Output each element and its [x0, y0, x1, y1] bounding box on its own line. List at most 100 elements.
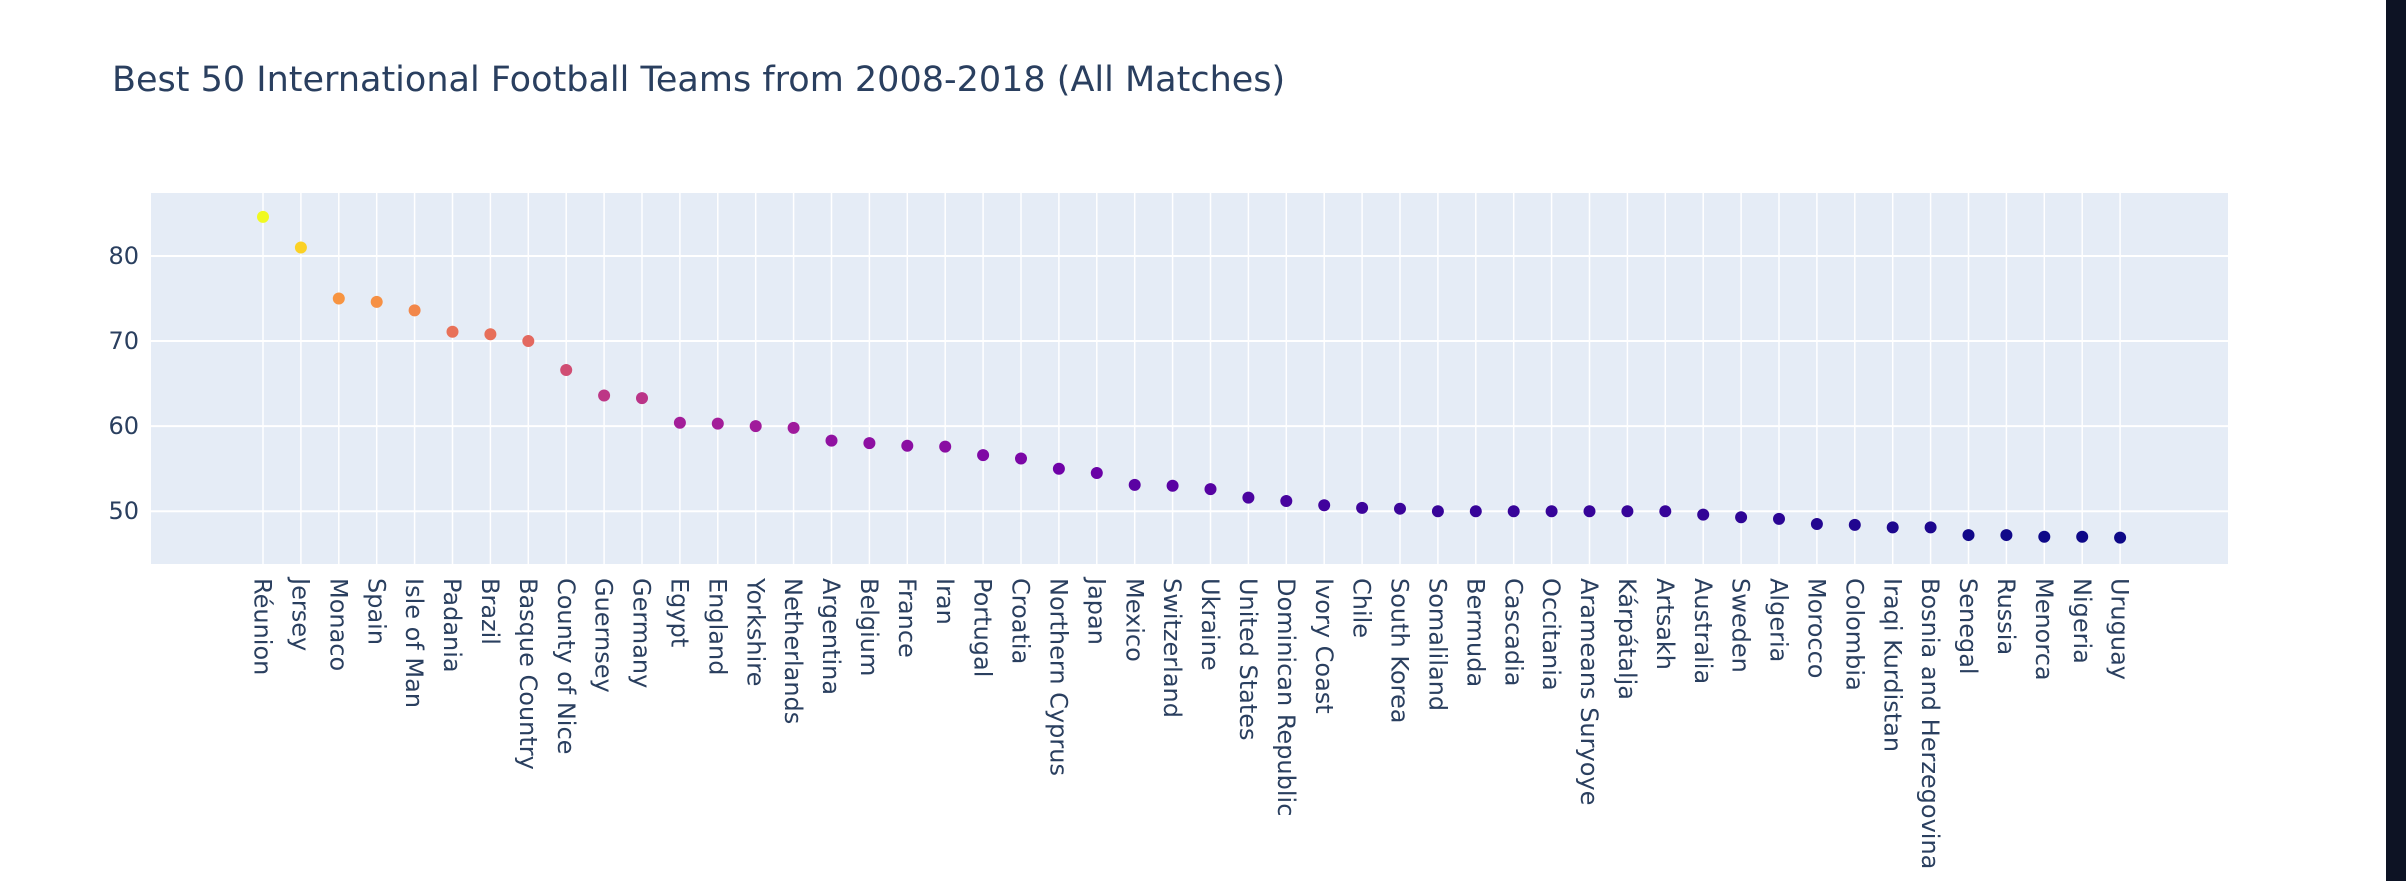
data-point[interactable]: [446, 325, 459, 338]
data-point[interactable]: [711, 417, 724, 430]
data-point[interactable]: [257, 210, 269, 223]
data-point[interactable]: [863, 437, 876, 450]
x-tick-label: Russia: [1992, 578, 2020, 655]
x-tick-label: Morocco: [1803, 578, 1831, 679]
x-tick-label: Basque Country: [514, 578, 542, 770]
x-tick-label: Arameans Suryoye: [1575, 578, 1603, 805]
x-tick-label: Padania: [438, 578, 466, 673]
x-tick-label: Cascadia: [1499, 578, 1527, 686]
x-tick-label: Réunion: [249, 578, 277, 675]
x-tick-label: Croatia: [1007, 578, 1035, 664]
x-tick-label: Egypt: [666, 578, 694, 647]
x-tick-label: Kárpátalja: [1613, 578, 1641, 700]
data-point[interactable]: [1697, 508, 1710, 521]
data-point[interactable]: [2114, 531, 2127, 544]
data-point[interactable]: [1735, 511, 1748, 524]
data-point[interactable]: [1318, 499, 1331, 512]
data-point[interactable]: [787, 421, 800, 434]
data-point[interactable]: [1773, 512, 1785, 525]
data-point[interactable]: [2076, 530, 2089, 543]
x-tick-label: Iran: [931, 578, 959, 625]
x-tick-label: Senegal: [1954, 578, 1982, 675]
y-tick-label: 80: [108, 242, 139, 270]
data-point[interactable]: [1962, 529, 1975, 542]
y-tick-label: 60: [108, 412, 139, 440]
data-point[interactable]: [1469, 505, 1482, 518]
data-point[interactable]: [408, 304, 421, 317]
y-tick-label: 50: [108, 497, 139, 525]
x-tick-label: Ukraine: [1196, 578, 1224, 671]
x-axis: Réunion Jersey Monaco Spain Isle of Man Padan…: [249, 576, 2134, 869]
data-point[interactable]: [332, 292, 345, 305]
data-point[interactable]: [1886, 521, 1899, 534]
x-tick-label: Belgium: [855, 578, 883, 676]
x-tick-label: County of Nice: [552, 578, 580, 754]
data-point[interactable]: [636, 392, 648, 405]
data-point[interactable]: [749, 420, 762, 433]
data-point[interactable]: [977, 449, 990, 462]
data-point[interactable]: [598, 389, 611, 402]
x-tick-label: Occitania: [1537, 578, 1565, 691]
data-point[interactable]: [1507, 505, 1520, 518]
x-tick-label: Iraqi Kurdistan: [1878, 578, 1906, 752]
data-point[interactable]: [1128, 478, 1141, 491]
data-point[interactable]: [1015, 452, 1027, 465]
x-tick-label: England: [703, 578, 731, 675]
x-tick-label: Bermuda: [1461, 578, 1489, 687]
chart-title: Best 50 International Football Teams fro…: [112, 60, 1286, 100]
data-point[interactable]: [1242, 491, 1255, 504]
data-point[interactable]: [1545, 505, 1558, 518]
data-point[interactable]: [1090, 466, 1103, 479]
data-point[interactable]: [370, 295, 383, 308]
x-tick-label: Somaliland: [1424, 578, 1452, 711]
x-tick-label: Switzerland: [1158, 578, 1186, 718]
data-point[interactable]: [1583, 505, 1596, 518]
data-point[interactable]: [560, 363, 573, 376]
data-point[interactable]: [673, 416, 686, 429]
data-point[interactable]: [1621, 505, 1634, 518]
data-point[interactable]: [1431, 505, 1444, 518]
data-point[interactable]: [2000, 529, 2013, 542]
x-tick-label: Northern Cyprus: [1045, 578, 1073, 776]
x-tick-label: Monaco: [324, 578, 352, 671]
x-tick-label: Australia: [1689, 578, 1717, 684]
data-point[interactable]: [1356, 501, 1369, 514]
x-tick-label: United States: [1234, 578, 1262, 741]
x-tick-label: Yorkshire: [741, 577, 769, 686]
x-tick-label: Nigeria: [2068, 578, 2096, 664]
x-tick-label: Menorca: [2030, 578, 2058, 681]
data-point[interactable]: [1204, 483, 1217, 496]
data-point[interactable]: [1166, 479, 1179, 492]
x-tick-label: Colombia: [1840, 578, 1868, 691]
x-tick-label: Brazil: [476, 578, 504, 645]
x-tick-label: Uruguay: [2106, 578, 2134, 680]
data-point[interactable]: [2038, 530, 2051, 543]
x-tick-label: Argentina: [817, 578, 845, 695]
data-point[interactable]: [1394, 502, 1406, 515]
data-point[interactable]: [294, 241, 307, 254]
x-tick-label: France: [893, 578, 921, 658]
x-tick-label: Spain: [362, 578, 390, 645]
x-tick-label: Artsakh: [1651, 578, 1679, 670]
x-tick-label: Guernsey: [590, 578, 618, 693]
data-point[interactable]: [1810, 518, 1823, 531]
data-points: [257, 210, 2127, 544]
data-point[interactable]: [901, 439, 914, 452]
x-tick-label: Algeria: [1765, 578, 1793, 662]
x-tick-label: Bosnia and Herzegovina: [1916, 578, 1944, 869]
data-point[interactable]: [1848, 518, 1861, 531]
x-tick-label: Jersey: [286, 576, 314, 651]
data-point[interactable]: [939, 440, 952, 453]
x-tick-label: Dominican Republic: [1272, 578, 1300, 816]
data-point[interactable]: [484, 328, 497, 341]
data-point[interactable]: [522, 335, 535, 348]
data-point[interactable]: [1924, 521, 1937, 534]
y-axis: 50 60 70 80: [108, 242, 139, 525]
data-point[interactable]: [1659, 505, 1672, 518]
data-point[interactable]: [1052, 462, 1065, 475]
data-point[interactable]: [825, 434, 838, 447]
grid-layer: [151, 193, 2228, 564]
data-point[interactable]: [1280, 495, 1293, 508]
